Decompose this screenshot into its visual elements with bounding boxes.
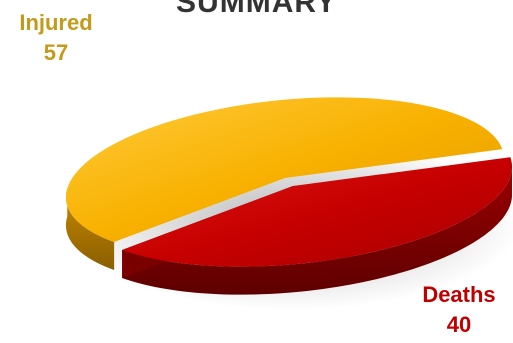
chart-title: SUMMARY — [176, 0, 337, 19]
slice-deaths — [122, 157, 513, 295]
slice-injured-side — [65, 188, 115, 270]
slice-label-deaths-name: Deaths — [422, 282, 496, 307]
slice-deaths-top — [122, 157, 513, 267]
slice-injured — [65, 97, 503, 270]
slice-label-injured-name: Injured — [19, 10, 93, 35]
slice-label-deaths-value: 40 — [446, 312, 472, 337]
slice-label-injured-value: 57 — [43, 40, 69, 65]
slice-deaths-side — [122, 168, 512, 295]
slice-injured-top — [65, 97, 503, 242]
slice-label-deaths: Deaths 40 — [403, 280, 513, 340]
slice-label-injured: Injured 57 — [0, 8, 112, 68]
